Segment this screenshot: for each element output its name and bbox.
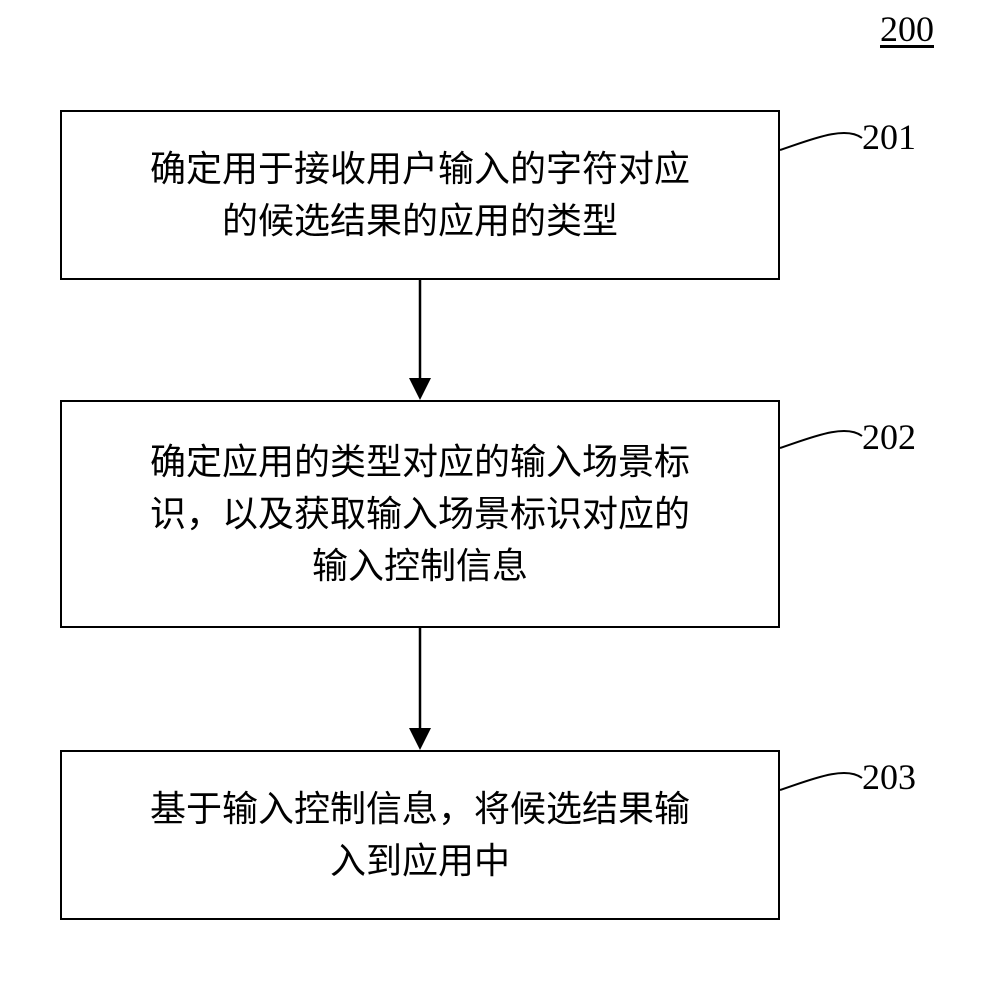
step-text-201: 确定用于接收用户输入的字符对应 的候选结果的应用的类型 [150,143,690,247]
step-box-203: 基于输入控制信息，将候选结果输 入到应用中 [60,750,780,920]
step-box-202: 确定应用的类型对应的输入场景标 识，以及获取输入场景标识对应的 输入控制信息 [60,400,780,628]
figure-number-label: 200 [880,8,934,50]
step-label-203: 203 [862,756,916,798]
step-text-203: 基于输入控制信息，将候选结果输 入到应用中 [150,783,690,887]
step-text-202: 确定应用的类型对应的输入场景标 识，以及获取输入场景标识对应的 输入控制信息 [150,436,690,593]
step-label-201: 201 [862,116,916,158]
step-box-201: 确定用于接收用户输入的字符对应 的候选结果的应用的类型 [60,110,780,280]
flowchart-canvas: 200 确定用于接收用户输入的字符对应 的候选结果的应用的类型 201 确定应用… [0,0,998,1000]
step-label-202: 202 [862,416,916,458]
